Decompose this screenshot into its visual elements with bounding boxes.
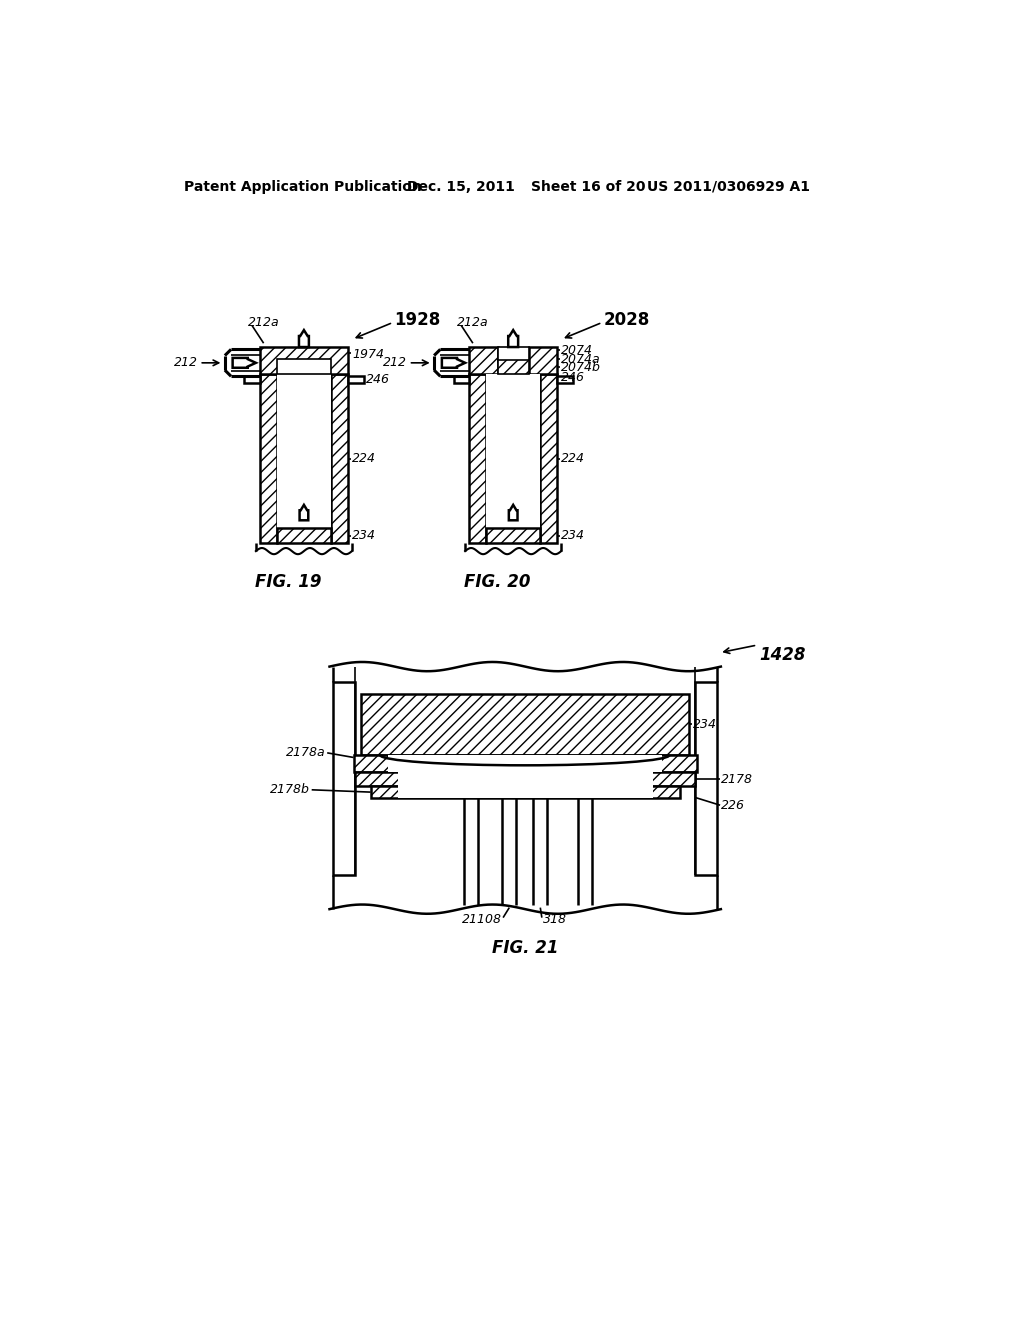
Text: 1928: 1928 <box>394 312 441 329</box>
Text: Dec. 15, 2011: Dec. 15, 2011 <box>407 180 515 194</box>
Text: 226: 226 <box>721 799 744 812</box>
Text: 318: 318 <box>543 912 566 925</box>
Text: 1428: 1428 <box>760 645 806 664</box>
Bar <box>486 374 541 544</box>
Bar <box>498 360 528 374</box>
Bar <box>397 785 652 797</box>
Bar <box>469 347 498 374</box>
Text: 21108: 21108 <box>462 912 502 925</box>
Text: 234: 234 <box>693 718 717 731</box>
Text: 224: 224 <box>352 453 376 465</box>
Bar <box>348 375 364 383</box>
Bar <box>334 682 355 875</box>
Text: FIG. 19: FIG. 19 <box>255 573 322 591</box>
Text: 246: 246 <box>366 372 390 385</box>
Bar <box>361 693 689 755</box>
Text: 2028: 2028 <box>604 312 650 329</box>
Text: 246: 246 <box>561 371 586 384</box>
Text: 212: 212 <box>174 356 198 370</box>
Text: 2178a: 2178a <box>286 746 326 759</box>
Bar <box>469 374 486 544</box>
Bar <box>353 755 697 772</box>
Bar <box>276 359 331 374</box>
Polygon shape <box>232 358 256 368</box>
Bar <box>334 875 717 909</box>
Text: Patent Application Publication: Patent Application Publication <box>183 180 422 194</box>
Bar <box>541 374 557 544</box>
Text: 212a: 212a <box>248 315 280 329</box>
Bar <box>454 375 469 383</box>
Bar <box>371 785 680 797</box>
Bar <box>245 375 260 383</box>
Text: FIG. 21: FIG. 21 <box>492 939 558 957</box>
Polygon shape <box>442 358 465 368</box>
Bar <box>388 755 662 772</box>
Bar <box>260 347 348 374</box>
Bar <box>355 772 695 785</box>
Polygon shape <box>508 330 518 347</box>
Polygon shape <box>299 330 309 347</box>
Polygon shape <box>509 506 517 520</box>
Text: FIG. 20: FIG. 20 <box>465 573 530 591</box>
Text: 212a: 212a <box>458 315 489 329</box>
Bar <box>276 528 331 544</box>
Text: 2178: 2178 <box>721 772 753 785</box>
Bar <box>557 375 572 383</box>
Bar <box>528 347 557 374</box>
Bar <box>397 772 652 785</box>
Polygon shape <box>300 506 308 520</box>
Text: 2074b: 2074b <box>561 360 601 374</box>
Bar <box>695 682 717 875</box>
Bar <box>486 528 541 544</box>
Text: 1974: 1974 <box>352 348 384 362</box>
Text: 224: 224 <box>561 453 586 465</box>
Bar <box>276 374 331 544</box>
Text: 2178b: 2178b <box>270 783 310 796</box>
Text: 212: 212 <box>383 356 407 370</box>
Text: US 2011/0306929 A1: US 2011/0306929 A1 <box>647 180 810 194</box>
Text: 234: 234 <box>352 529 376 543</box>
Text: 2074: 2074 <box>561 343 593 356</box>
Text: 234: 234 <box>561 529 586 543</box>
Text: Sheet 16 of 20: Sheet 16 of 20 <box>531 180 645 194</box>
Bar <box>498 347 528 363</box>
Text: 2074a: 2074a <box>561 352 601 366</box>
Bar <box>260 374 276 544</box>
Bar <box>331 374 348 544</box>
